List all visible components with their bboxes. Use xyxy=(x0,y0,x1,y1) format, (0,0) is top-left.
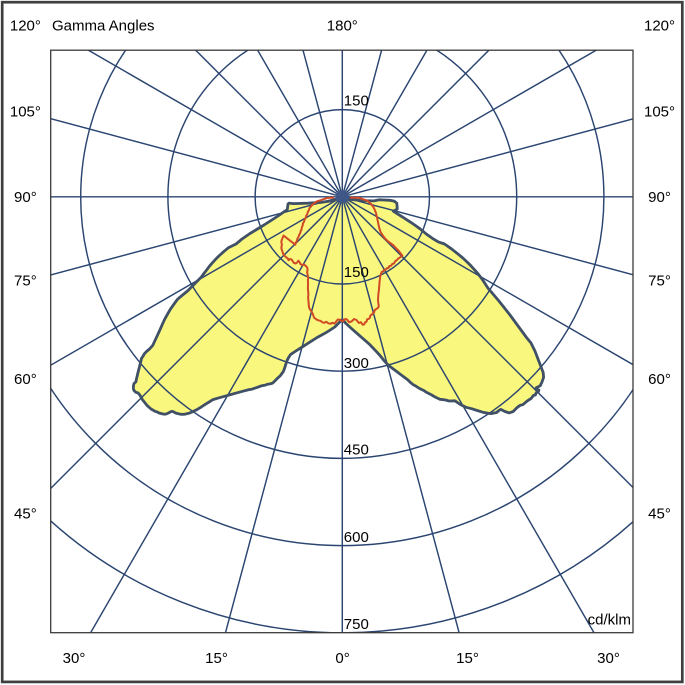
svg-text:15°: 15° xyxy=(456,650,479,667)
svg-text:90°: 90° xyxy=(14,189,37,206)
svg-text:Gamma Angles: Gamma Angles xyxy=(52,17,155,34)
svg-text:120°: 120° xyxy=(10,17,41,34)
svg-text:600: 600 xyxy=(344,529,369,546)
svg-text:300: 300 xyxy=(344,355,369,372)
svg-text:45°: 45° xyxy=(14,506,37,523)
svg-text:180°: 180° xyxy=(327,17,358,34)
svg-text:60°: 60° xyxy=(648,371,671,388)
svg-text:15°: 15° xyxy=(205,650,228,667)
svg-text:cd/klm: cd/klm xyxy=(588,612,631,629)
svg-text:45°: 45° xyxy=(648,506,671,523)
svg-text:750: 750 xyxy=(344,616,369,633)
svg-text:30°: 30° xyxy=(597,650,620,667)
svg-text:75°: 75° xyxy=(14,273,37,290)
svg-text:75°: 75° xyxy=(648,273,671,290)
svg-text:90°: 90° xyxy=(648,189,671,206)
svg-text:450: 450 xyxy=(344,441,369,458)
svg-text:60°: 60° xyxy=(14,371,37,388)
svg-text:105°: 105° xyxy=(644,104,675,121)
svg-text:150: 150 xyxy=(344,264,369,281)
svg-text:120°: 120° xyxy=(644,17,675,34)
svg-text:105°: 105° xyxy=(10,104,41,121)
svg-text:0°: 0° xyxy=(335,650,349,667)
svg-text:30°: 30° xyxy=(63,650,86,667)
svg-text:150: 150 xyxy=(344,92,369,109)
